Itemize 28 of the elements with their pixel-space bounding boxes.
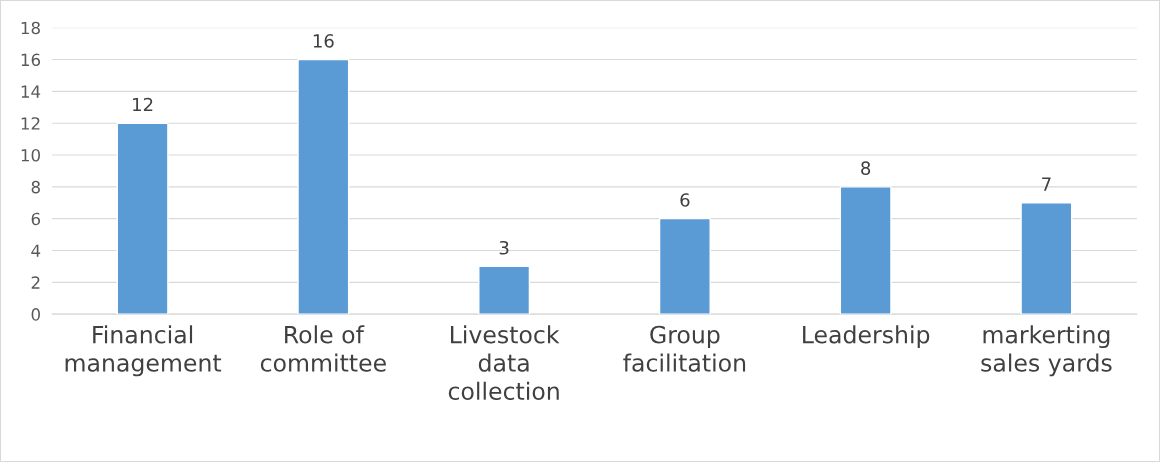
bar [297,58,350,315]
bar [478,265,531,315]
y-tick-label: 6 [31,212,41,226]
x-tick-label: markerting sales yards [981,325,1112,377]
data-label: 12 [133,97,153,112]
x-tick-label: Leadership [803,325,930,349]
x-tick-label: Group facilitation [623,325,746,372]
data-label: 8 [861,161,871,176]
data-label: 7 [1042,177,1051,191]
x-tick-label: Livestock data collection [448,325,560,401]
y-tick-label: 10 [21,148,40,162]
bar [1020,202,1073,315]
y-tick-label: 18 [21,21,40,35]
data-label: 16 [313,34,334,48]
data-label: 6 [680,193,690,207]
y-tick-label: 14 [21,85,41,98]
y-tick-label: 8 [31,180,40,194]
bar [116,122,169,315]
bar [658,217,711,315]
y-tick-label: 2 [31,276,40,289]
y-tick-label: 0 [31,308,40,321]
x-tick-label: Role of committee [260,325,386,372]
x-tick-label: Financial management [65,325,222,377]
bar [839,186,892,315]
data-label: 3 [499,240,509,255]
y-tick-label: 12 [21,117,40,130]
y-tick-label: 4 [31,244,41,257]
y-tick-label: 16 [21,53,41,67]
